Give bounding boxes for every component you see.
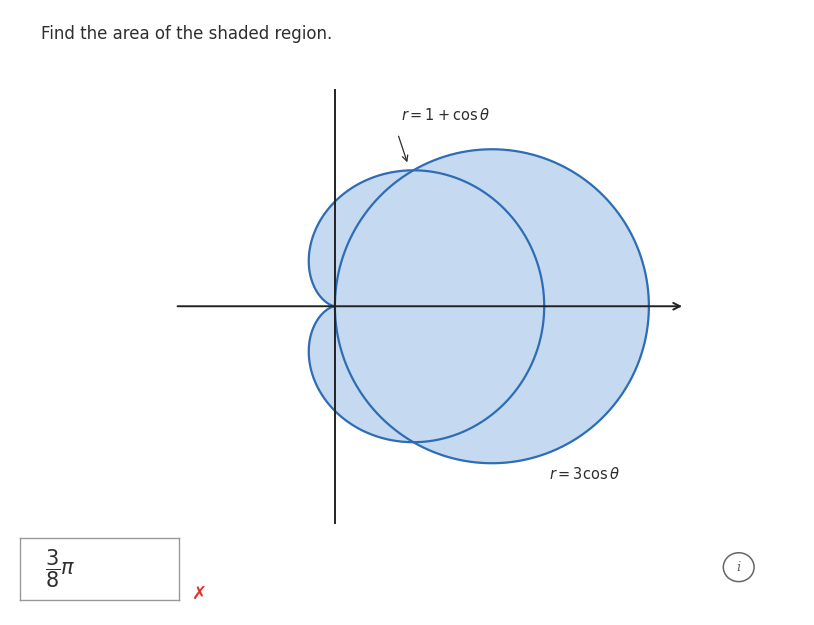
Text: i: i (737, 561, 741, 574)
Text: Find the area of the shaded region.: Find the area of the shaded region. (41, 25, 332, 43)
Text: ✗: ✗ (192, 585, 207, 603)
Text: $r = 3\cos\theta$: $r = 3\cos\theta$ (549, 466, 620, 482)
Polygon shape (309, 149, 649, 463)
Text: $r = 1 + \cos\theta$: $r = 1 + \cos\theta$ (400, 107, 490, 123)
Text: $\dfrac{3}{8}\pi$: $\dfrac{3}{8}\pi$ (45, 548, 76, 590)
